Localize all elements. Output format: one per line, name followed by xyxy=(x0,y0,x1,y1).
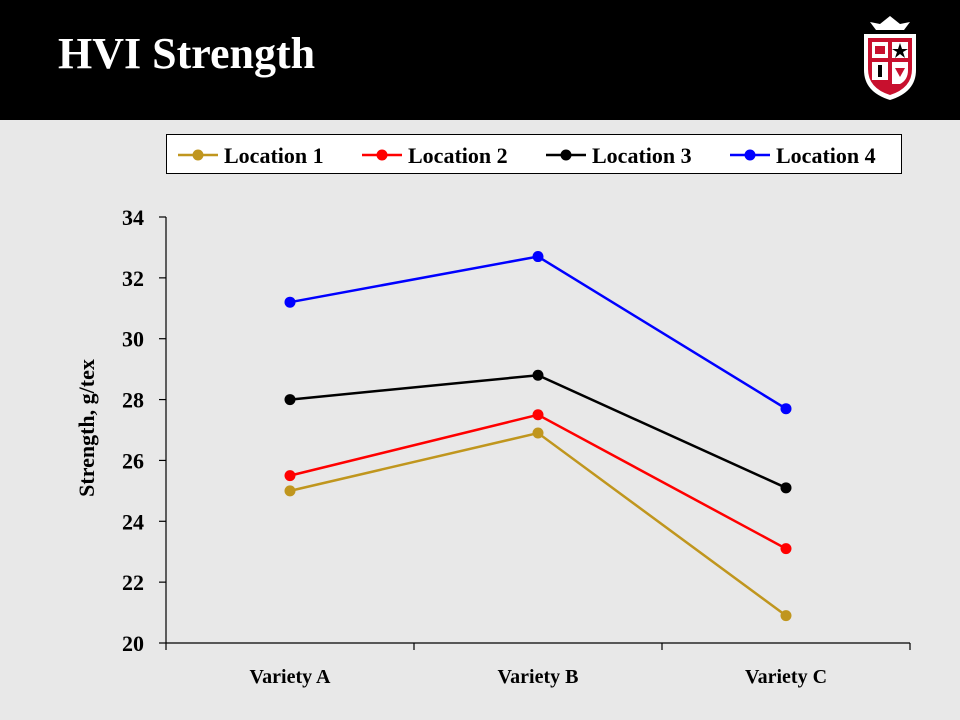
y-tick-label: 26 xyxy=(122,448,144,473)
y-tick-label: 32 xyxy=(122,266,144,291)
legend-label-location-3: Location 3 xyxy=(592,143,692,168)
series-line-location-1 xyxy=(289,431,787,617)
legend-label-location-4: Location 4 xyxy=(776,143,876,168)
data-point-location-2 xyxy=(532,409,544,421)
data-point-location-1 xyxy=(532,427,544,439)
data-point-location-4 xyxy=(532,251,544,263)
x-category-label: Variety A xyxy=(250,666,331,688)
legend-marker-location-4 xyxy=(744,149,756,161)
university-shield-logo xyxy=(864,16,916,100)
y-tick-label: 28 xyxy=(122,388,144,413)
slide-title: HVI Strength xyxy=(58,29,316,78)
legend-label-location-1: Location 1 xyxy=(224,143,324,168)
data-point-location-3 xyxy=(532,369,544,381)
legend-marker-location-1 xyxy=(192,149,204,161)
data-point-location-1 xyxy=(780,610,792,622)
y-tick-label: 20 xyxy=(122,631,144,656)
data-point-location-4 xyxy=(780,403,792,415)
data-point-location-2 xyxy=(780,543,792,555)
title-bar: HVI Strength xyxy=(0,0,960,120)
data-point-location-2 xyxy=(284,470,296,482)
legend-marker-location-2 xyxy=(376,149,388,161)
y-tick-label: 22 xyxy=(122,570,144,595)
x-category-label: Variety C xyxy=(745,666,827,688)
data-point-location-3 xyxy=(780,482,792,494)
y-axis-title: Strength, g/tex xyxy=(74,359,99,497)
data-point-location-4 xyxy=(284,296,296,308)
y-tick-label: 34 xyxy=(122,205,144,230)
y-tick-label: 30 xyxy=(122,327,144,352)
y-tick-label: 24 xyxy=(122,509,144,534)
data-point-location-1 xyxy=(284,485,296,497)
legend-marker-location-3 xyxy=(560,149,572,161)
series-line-location-4 xyxy=(289,255,787,410)
legend-label-location-2: Location 2 xyxy=(408,143,508,168)
data-point-location-3 xyxy=(284,394,296,406)
x-category-label: Variety B xyxy=(498,666,579,688)
legend-box xyxy=(166,134,902,174)
